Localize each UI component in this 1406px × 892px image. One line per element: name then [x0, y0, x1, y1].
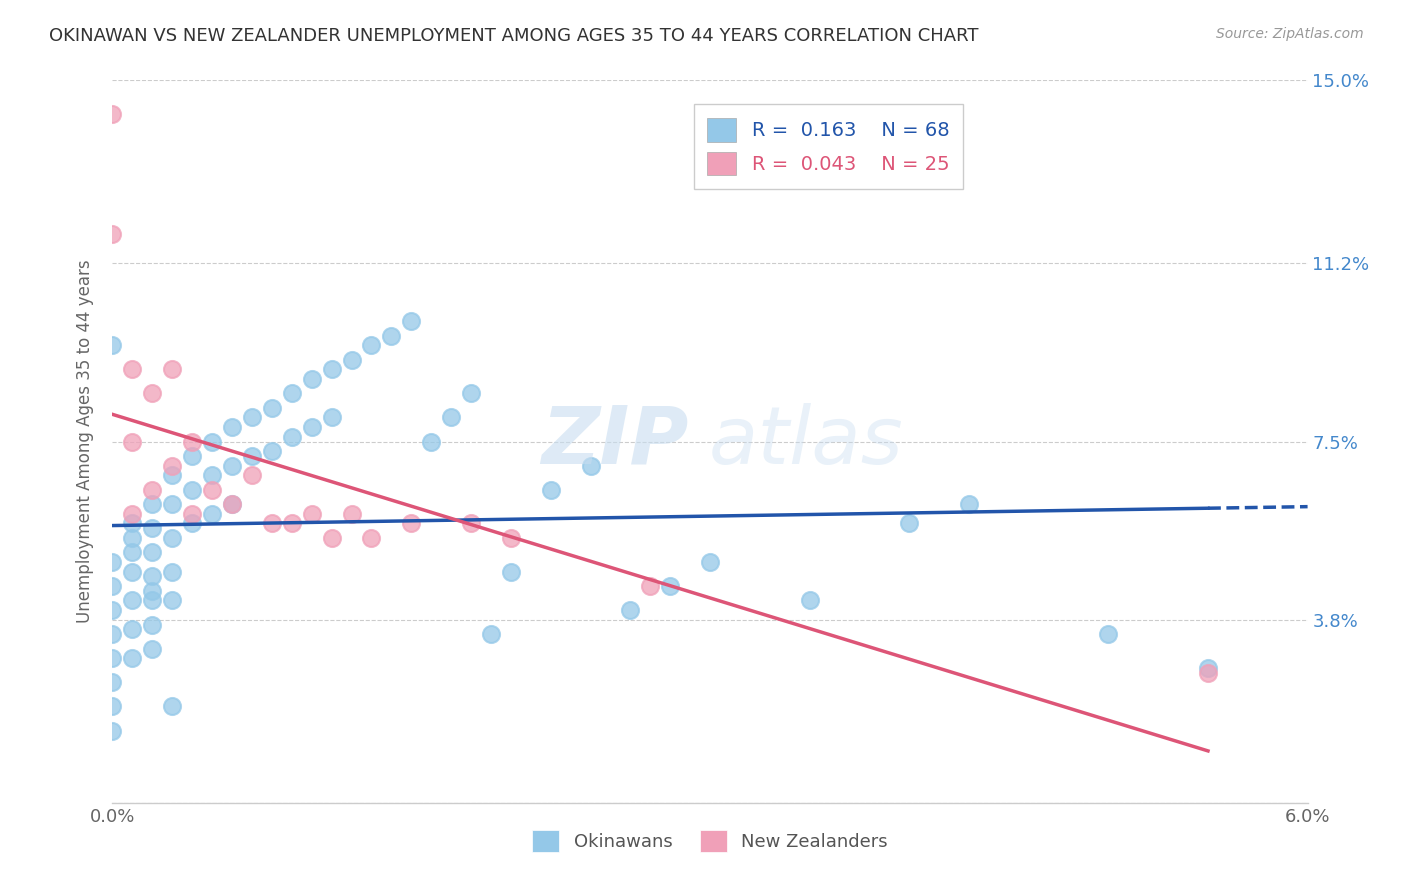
- Point: [957, 497, 980, 511]
- Point: [301, 420, 323, 434]
- Point: [321, 362, 343, 376]
- Point: [260, 516, 283, 531]
- Point: [162, 362, 183, 376]
- Point: [221, 497, 243, 511]
- Point: [479, 627, 502, 641]
- Point: [420, 434, 443, 449]
- Point: [162, 497, 183, 511]
- Text: ZIP: ZIP: [541, 402, 688, 481]
- Point: [141, 593, 163, 607]
- Point: [301, 372, 323, 386]
- Point: [101, 699, 124, 714]
- Point: [659, 579, 682, 593]
- Point: [260, 401, 283, 415]
- Point: [579, 458, 602, 473]
- Point: [141, 545, 163, 559]
- Point: [221, 458, 243, 473]
- Point: [221, 497, 243, 511]
- Point: [141, 583, 163, 598]
- Point: [162, 593, 183, 607]
- Point: [401, 516, 423, 531]
- Point: [121, 362, 143, 376]
- Point: [898, 516, 921, 531]
- Point: [240, 410, 263, 425]
- Point: [181, 516, 204, 531]
- Point: [101, 579, 124, 593]
- Point: [360, 338, 382, 352]
- Point: [121, 651, 143, 665]
- Point: [240, 449, 263, 463]
- Point: [121, 507, 143, 521]
- Y-axis label: Unemployment Among Ages 35 to 44 years: Unemployment Among Ages 35 to 44 years: [76, 260, 94, 624]
- Point: [162, 531, 183, 545]
- Point: [101, 227, 124, 242]
- Point: [162, 458, 183, 473]
- Point: [799, 593, 821, 607]
- Point: [121, 516, 143, 531]
- Point: [162, 468, 183, 483]
- Point: [340, 352, 363, 367]
- Point: [499, 565, 522, 579]
- Point: [301, 507, 323, 521]
- Point: [101, 603, 124, 617]
- Point: [281, 386, 304, 401]
- Text: atlas: atlas: [709, 402, 903, 481]
- Point: [121, 623, 143, 637]
- Point: [221, 420, 243, 434]
- Point: [121, 593, 143, 607]
- Point: [141, 641, 163, 656]
- Point: [460, 386, 482, 401]
- Point: [181, 449, 204, 463]
- Point: [281, 516, 304, 531]
- Point: [141, 569, 163, 583]
- Point: [201, 483, 224, 497]
- Point: [181, 434, 204, 449]
- Point: [460, 516, 482, 531]
- Point: [101, 675, 124, 690]
- Point: [141, 386, 163, 401]
- Point: [540, 483, 562, 497]
- Point: [1097, 627, 1119, 641]
- Point: [101, 627, 124, 641]
- Point: [499, 531, 522, 545]
- Point: [1197, 661, 1219, 675]
- Point: [121, 545, 143, 559]
- Point: [101, 651, 124, 665]
- Point: [201, 434, 224, 449]
- Point: [699, 555, 721, 569]
- Point: [141, 497, 163, 511]
- Point: [260, 444, 283, 458]
- Point: [141, 521, 163, 535]
- Point: [440, 410, 463, 425]
- Point: [162, 699, 183, 714]
- Point: [640, 579, 662, 593]
- Point: [101, 555, 124, 569]
- Point: [162, 565, 183, 579]
- Point: [121, 565, 143, 579]
- Point: [141, 617, 163, 632]
- Point: [619, 603, 641, 617]
- Point: [201, 507, 224, 521]
- Text: OKINAWAN VS NEW ZEALANDER UNEMPLOYMENT AMONG AGES 35 TO 44 YEARS CORRELATION CHA: OKINAWAN VS NEW ZEALANDER UNEMPLOYMENT A…: [49, 27, 979, 45]
- Point: [101, 723, 124, 738]
- Legend: Okinawans, New Zealanders: Okinawans, New Zealanders: [524, 822, 896, 859]
- Point: [181, 507, 204, 521]
- Point: [360, 531, 382, 545]
- Point: [380, 328, 402, 343]
- Point: [141, 483, 163, 497]
- Point: [240, 468, 263, 483]
- Point: [321, 531, 343, 545]
- Point: [101, 107, 124, 121]
- Point: [121, 434, 143, 449]
- Point: [201, 468, 224, 483]
- Text: Source: ZipAtlas.com: Source: ZipAtlas.com: [1216, 27, 1364, 41]
- Point: [401, 314, 423, 328]
- Point: [321, 410, 343, 425]
- Point: [281, 430, 304, 444]
- Point: [181, 483, 204, 497]
- Point: [121, 531, 143, 545]
- Point: [101, 338, 124, 352]
- Point: [1197, 665, 1219, 680]
- Point: [340, 507, 363, 521]
